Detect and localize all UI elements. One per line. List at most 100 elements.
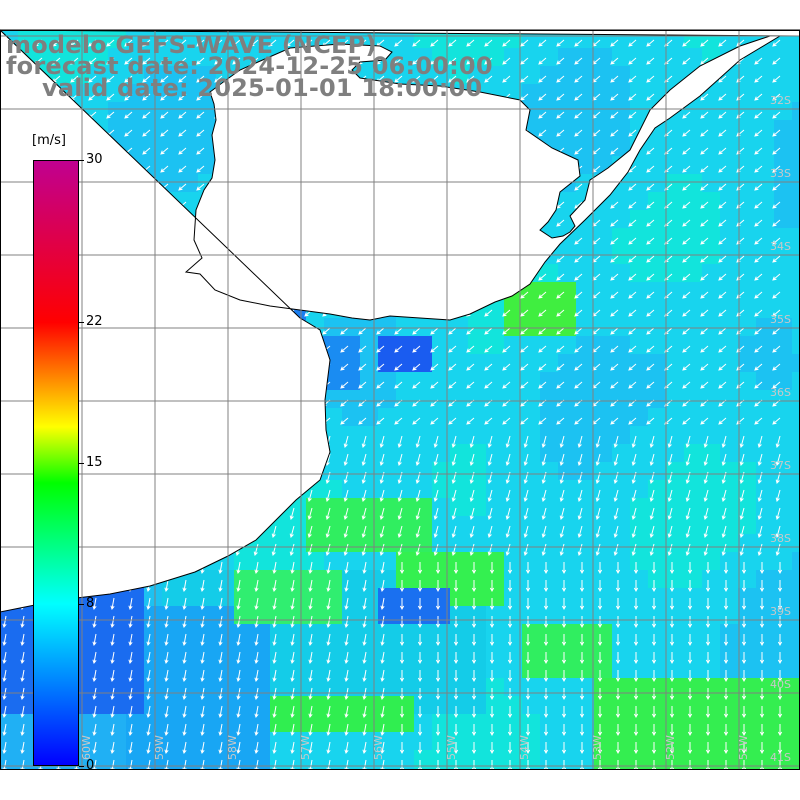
wind-arrow bbox=[759, 616, 765, 629]
wind-arrow bbox=[128, 651, 133, 665]
latitude-label: 33S bbox=[770, 167, 791, 180]
wind-arrow bbox=[507, 652, 513, 665]
wind-arrow bbox=[399, 598, 405, 611]
wind-arrow bbox=[541, 525, 547, 539]
wind-arrow bbox=[466, 345, 475, 353]
wind-arrow bbox=[182, 705, 187, 719]
wind-arrow bbox=[307, 525, 313, 539]
wind-arrow bbox=[610, 309, 619, 317]
wind-arrow bbox=[628, 183, 637, 191]
wind-arrow bbox=[20, 669, 25, 683]
wind-arrow bbox=[453, 652, 459, 665]
wind-arrow bbox=[759, 580, 765, 593]
wind-arrow bbox=[718, 363, 727, 371]
wind-arrow bbox=[376, 381, 385, 389]
wind-arrow bbox=[92, 723, 97, 737]
wind-arrow bbox=[182, 615, 187, 629]
wind-arrow bbox=[394, 345, 403, 353]
longitude-label: 56W bbox=[372, 735, 385, 760]
wind-arrow bbox=[525, 598, 531, 611]
wind-arrow bbox=[646, 219, 655, 227]
wind-arrow bbox=[757, 453, 763, 467]
longitude-label: 54W bbox=[518, 735, 531, 760]
wind-arrow bbox=[146, 705, 151, 719]
wind-arrow bbox=[556, 291, 565, 299]
wind-arrow bbox=[595, 525, 601, 539]
wind-arrow bbox=[682, 327, 691, 335]
wind-arrow bbox=[561, 652, 567, 665]
wind-arrow bbox=[682, 111, 691, 119]
wind-arrow bbox=[559, 489, 565, 503]
wind-arrow bbox=[430, 417, 439, 425]
wind-arrow bbox=[718, 381, 727, 389]
wind-arrow bbox=[682, 39, 691, 47]
wind-arrow bbox=[597, 634, 603, 647]
wind-arrow bbox=[399, 652, 405, 665]
wind-arrow bbox=[453, 598, 459, 611]
wind-arrow bbox=[110, 723, 115, 737]
wind-arrow bbox=[164, 651, 169, 665]
wind-arrow bbox=[124, 111, 133, 119]
wind-arrow bbox=[435, 652, 441, 665]
wind-arrow bbox=[340, 327, 349, 335]
wind-arrow bbox=[218, 579, 223, 593]
longitude-label: 55W bbox=[445, 735, 458, 760]
wind-arrow bbox=[453, 706, 459, 719]
wind-arrow bbox=[20, 633, 25, 647]
wind-arrow bbox=[471, 562, 477, 575]
wind-arrow bbox=[164, 615, 169, 629]
wind-arrow bbox=[489, 742, 495, 755]
wind-arrow bbox=[700, 381, 709, 389]
wind-arrow bbox=[308, 705, 313, 719]
wind-arrow bbox=[451, 435, 457, 449]
wind-arrow bbox=[700, 309, 709, 317]
wind-arrow bbox=[52, 57, 61, 65]
wind-arrow bbox=[613, 489, 619, 503]
wind-arrow bbox=[344, 669, 349, 683]
wind-arrow bbox=[721, 435, 727, 449]
wind-arrow bbox=[502, 381, 511, 389]
wind-arrow bbox=[308, 669, 313, 683]
wind-arrow bbox=[505, 543, 511, 557]
wind-arrow bbox=[160, 129, 169, 137]
wind-arrow bbox=[646, 165, 655, 173]
wind-arrow bbox=[700, 255, 709, 263]
wind-arrow bbox=[651, 742, 657, 755]
wind-arrow bbox=[651, 652, 657, 665]
wind-arrow bbox=[597, 562, 603, 575]
wind-arrow bbox=[110, 669, 115, 683]
wind-arrow bbox=[631, 525, 637, 539]
wind-arrow bbox=[304, 39, 313, 47]
wind-arrow bbox=[196, 111, 205, 119]
wind-arrow bbox=[682, 237, 691, 245]
wind-arrow bbox=[574, 75, 583, 83]
wind-arrow bbox=[466, 327, 475, 335]
wind-arrow bbox=[200, 741, 205, 755]
wind-arrow bbox=[489, 706, 495, 719]
wind-arrow bbox=[362, 723, 367, 737]
wind-arrow bbox=[361, 435, 367, 449]
wind-arrow bbox=[543, 598, 549, 611]
wind-arrow bbox=[579, 634, 585, 647]
wind-arrow bbox=[561, 562, 567, 575]
wind-arrow bbox=[538, 129, 547, 137]
wind-arrow bbox=[754, 111, 763, 119]
wind-arrow bbox=[146, 651, 151, 665]
wind-arrow bbox=[574, 291, 583, 299]
wind-arrow bbox=[399, 724, 405, 737]
wind-arrow bbox=[543, 706, 549, 719]
wind-arrow bbox=[124, 57, 133, 65]
wind-arrow bbox=[759, 706, 765, 719]
wind-arrow bbox=[469, 543, 475, 557]
wind-arrow bbox=[556, 93, 565, 101]
wind-arrow bbox=[308, 723, 313, 737]
wind-arrow bbox=[595, 435, 601, 449]
wind-arrow bbox=[430, 39, 439, 47]
wind-arrow bbox=[775, 507, 781, 521]
wind-arrow bbox=[380, 651, 385, 665]
wind-arrow bbox=[610, 417, 619, 425]
wind-arrow bbox=[541, 507, 547, 521]
wind-arrow bbox=[380, 669, 385, 683]
wind-arrow bbox=[272, 561, 277, 575]
wind-arrow bbox=[489, 652, 495, 665]
